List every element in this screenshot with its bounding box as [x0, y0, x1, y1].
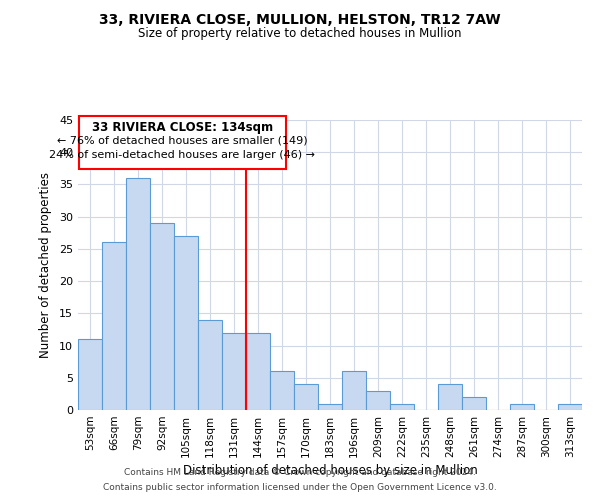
Text: ← 76% of detached houses are smaller (149): ← 76% of detached houses are smaller (14… [57, 136, 308, 145]
Text: 33, RIVIERA CLOSE, MULLION, HELSTON, TR12 7AW: 33, RIVIERA CLOSE, MULLION, HELSTON, TR1… [99, 12, 501, 26]
Bar [246, 332, 270, 410]
Text: Size of property relative to detached houses in Mullion: Size of property relative to detached ho… [138, 28, 462, 40]
Bar [390, 404, 414, 410]
Bar [342, 372, 366, 410]
Text: 33 RIVIERA CLOSE: 134sqm: 33 RIVIERA CLOSE: 134sqm [92, 121, 273, 134]
Bar [126, 178, 150, 410]
Bar [78, 339, 102, 410]
Bar [558, 404, 582, 410]
Bar [270, 372, 294, 410]
Bar [462, 397, 486, 410]
Text: 24% of semi-detached houses are larger (46) →: 24% of semi-detached houses are larger (… [49, 150, 316, 160]
Bar [174, 236, 198, 410]
Bar [222, 332, 246, 410]
Bar [150, 223, 174, 410]
Text: Contains public sector information licensed under the Open Government Licence v3: Contains public sector information licen… [103, 483, 497, 492]
Bar [318, 404, 342, 410]
Text: Contains HM Land Registry data © Crown copyright and database right 2024.: Contains HM Land Registry data © Crown c… [124, 468, 476, 477]
Bar [294, 384, 318, 410]
Y-axis label: Number of detached properties: Number of detached properties [39, 172, 52, 358]
Bar [366, 390, 390, 410]
X-axis label: Distribution of detached houses by size in Mullion: Distribution of detached houses by size … [182, 464, 478, 477]
Bar [102, 242, 126, 410]
Bar [438, 384, 462, 410]
Bar [510, 404, 534, 410]
Bar [198, 320, 222, 410]
